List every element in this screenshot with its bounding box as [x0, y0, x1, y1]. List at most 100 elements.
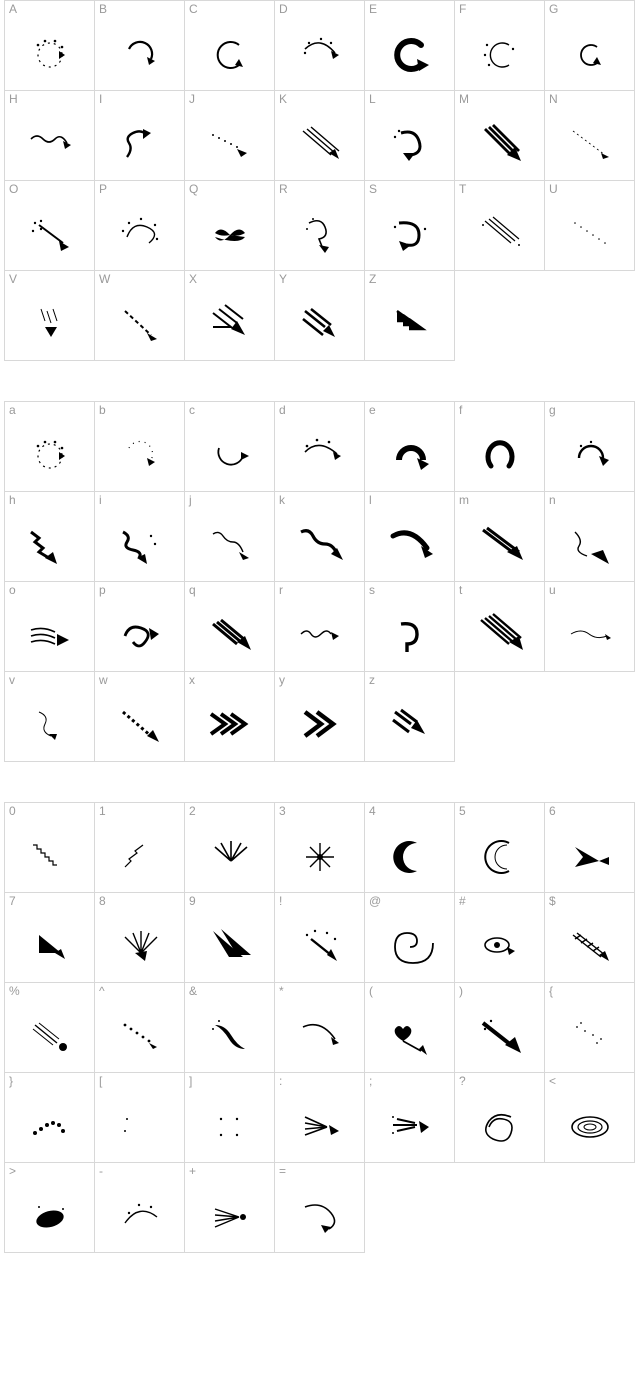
glyph-cell[interactable]: X [185, 271, 275, 361]
glyph-cell[interactable]: f [455, 402, 545, 492]
glyph-cell[interactable]: M [455, 91, 545, 181]
glyph-cell[interactable]: ] [185, 1073, 275, 1163]
glyph-cell[interactable]: o [5, 582, 95, 672]
glyph-cell[interactable]: V [5, 271, 95, 361]
glyph-cell[interactable]: { [545, 983, 635, 1073]
glyph-triangle-speed-icon [455, 510, 544, 581]
glyph-cell[interactable]: R [275, 181, 365, 271]
glyph-cell[interactable]: v [5, 672, 95, 762]
char-label: ) [459, 985, 463, 997]
glyph-cell[interactable]: w [95, 672, 185, 762]
glyph-cell[interactable]: j [185, 492, 275, 582]
glyph-cell[interactable]: H [5, 91, 95, 181]
char-label: : [279, 1075, 282, 1087]
glyph-cell[interactable]: r [275, 582, 365, 672]
glyph-cell[interactable]: n [545, 492, 635, 582]
glyph-cell[interactable]: } [5, 1073, 95, 1163]
glyph-scribble-spiral-icon [455, 1091, 544, 1162]
glyph-chevron-feather-icon [185, 289, 274, 360]
glyph-cell[interactable]: c [185, 402, 275, 492]
glyph-dashed-diag-icon [95, 289, 184, 360]
glyph-cell[interactable]: T [455, 181, 545, 271]
glyph-cell[interactable]: 7 [5, 893, 95, 983]
glyph-cell[interactable]: C [185, 1, 275, 91]
glyph-cell[interactable]: d [275, 402, 365, 492]
glyph-cell[interactable]: b [95, 402, 185, 492]
glyph-cell[interactable]: U [545, 181, 635, 271]
glyph-cell[interactable]: m [455, 492, 545, 582]
glyph-cell[interactable]: N [545, 91, 635, 181]
glyph-cell[interactable]: Z [365, 271, 455, 361]
glyph-cell[interactable]: 9 [185, 893, 275, 983]
glyph-cell[interactable]: 6 [545, 803, 635, 893]
glyph-cell[interactable]: * [275, 983, 365, 1073]
glyph-cell[interactable]: @ [365, 893, 455, 983]
char-label: P [99, 183, 107, 195]
glyph-brush-diag-icon [185, 600, 274, 671]
glyph-cell[interactable]: # [455, 893, 545, 983]
glyph-cell[interactable]: + [185, 1163, 275, 1253]
glyph-cell[interactable]: A [5, 1, 95, 91]
glyph-cell[interactable]: ! [275, 893, 365, 983]
glyph-cell[interactable]: I [95, 91, 185, 181]
glyph-cell[interactable]: s [365, 582, 455, 672]
glyph-cell[interactable]: ( [365, 983, 455, 1073]
glyph-cell[interactable]: F [455, 1, 545, 91]
glyph-cell[interactable]: ^ [95, 983, 185, 1073]
glyph-cell[interactable]: L [365, 91, 455, 181]
glyph-squiggle-right-icon [275, 600, 364, 671]
glyph-cell[interactable]: K [275, 91, 365, 181]
glyph-cell[interactable]: k [275, 492, 365, 582]
glyph-spark-right-icon [365, 1091, 454, 1162]
glyph-cell[interactable]: ; [365, 1073, 455, 1163]
glyph-cell[interactable]: t [455, 582, 545, 672]
char-label: & [189, 985, 197, 997]
glyph-cell[interactable]: h [5, 492, 95, 582]
glyph-cell[interactable]: 0 [5, 803, 95, 893]
glyph-cell[interactable]: 3 [275, 803, 365, 893]
charmap-block-uppercase: ABCDEFG HI JKLMN OP QRSTU VWXYZ [0, 0, 640, 361]
glyph-cell[interactable]: < [545, 1073, 635, 1163]
glyph-cell[interactable]: z [365, 672, 455, 762]
glyph-cell[interactable]: g [545, 402, 635, 492]
glyph-cell[interactable]: J [185, 91, 275, 181]
glyph-cell[interactable]: 4 [365, 803, 455, 893]
glyph-cell[interactable]: q [185, 582, 275, 672]
glyph-cell[interactable]: i [95, 492, 185, 582]
glyph-cell[interactable]: 2 [185, 803, 275, 893]
glyph-cell[interactable]: 5 [455, 803, 545, 893]
glyph-cell[interactable]: > [5, 1163, 95, 1253]
glyph-cell[interactable]: O [5, 181, 95, 271]
char-label: z [369, 674, 375, 686]
glyph-cell[interactable]: Y [275, 271, 365, 361]
glyph-cell[interactable]: $ [545, 893, 635, 983]
glyph-cell[interactable]: D [275, 1, 365, 91]
glyph-cell[interactable]: x [185, 672, 275, 762]
glyph-cell[interactable]: % [5, 983, 95, 1073]
glyph-cell[interactable]: & [185, 983, 275, 1073]
glyph-cell[interactable]: p [95, 582, 185, 672]
glyph-cell[interactable]: y [275, 672, 365, 762]
glyph-cell[interactable]: [ [95, 1073, 185, 1163]
glyph-cell[interactable]: 1 [95, 803, 185, 893]
glyph-cell[interactable]: E [365, 1, 455, 91]
glyph-cell[interactable]: u [545, 582, 635, 672]
char-label: I [99, 93, 102, 105]
glyph-pinwheel-icon [185, 199, 274, 270]
glyph-cell[interactable]: W [95, 271, 185, 361]
glyph-cell[interactable]: P [95, 181, 185, 271]
glyph-cell[interactable]: = [275, 1163, 365, 1253]
glyph-cell[interactable]: 8 [95, 893, 185, 983]
glyph-cell[interactable]: B [95, 1, 185, 91]
glyph-cell[interactable]: G [545, 1, 635, 91]
glyph-cell[interactable]: a [5, 402, 95, 492]
glyph-cell[interactable]: S [365, 181, 455, 271]
glyph-cell[interactable]: - [95, 1163, 185, 1253]
glyph-cell[interactable]: : [275, 1073, 365, 1163]
glyph-cell[interactable]: e [365, 402, 455, 492]
glyph-cell[interactable]: ? [455, 1073, 545, 1163]
glyph-cell[interactable]: Q [185, 181, 275, 271]
glyph-cell[interactable]: ) [455, 983, 545, 1073]
glyph-cell[interactable]: l [365, 492, 455, 582]
glyph-orbit-oval-icon [545, 1091, 634, 1162]
